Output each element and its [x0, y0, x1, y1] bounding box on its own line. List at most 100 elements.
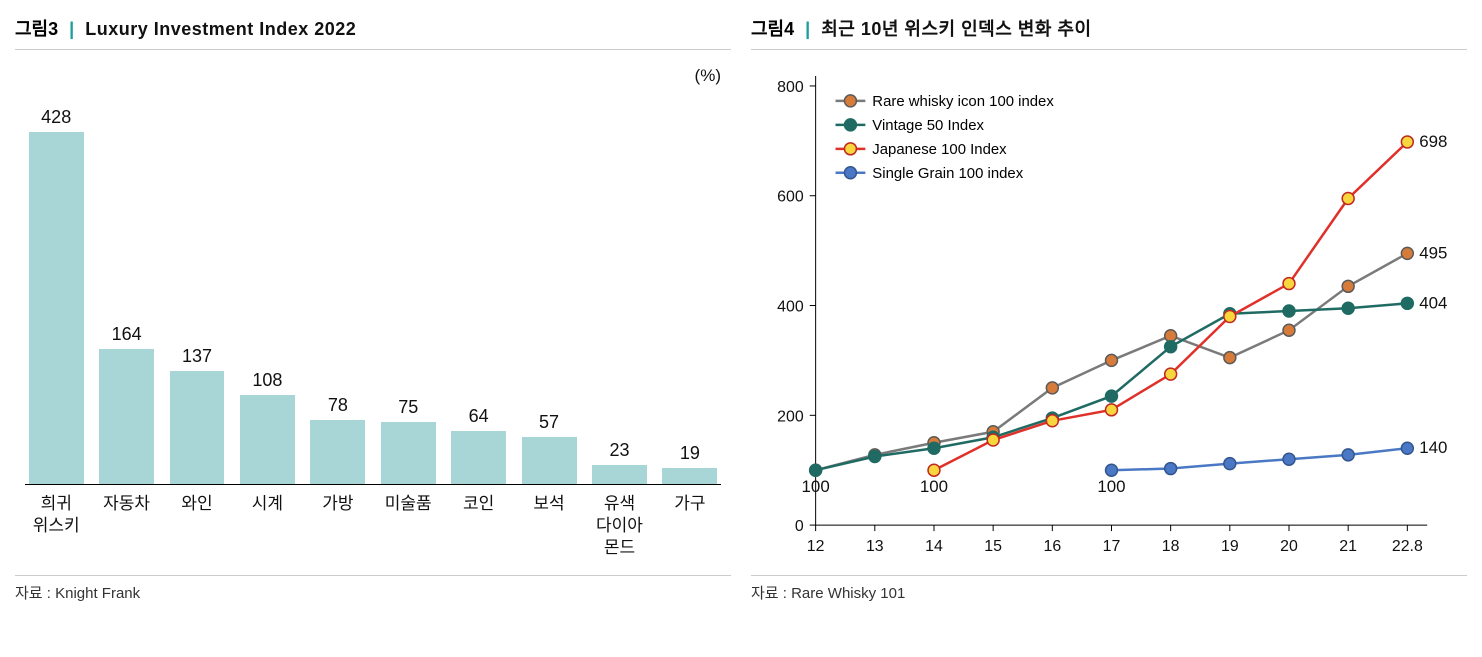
x-tick-label: 12: [807, 538, 825, 555]
series-marker: [928, 442, 940, 454]
series-line: [934, 142, 1407, 470]
right-source: 자료 : Rare Whisky 101: [751, 576, 1467, 603]
series-marker: [1401, 297, 1413, 309]
series-start-label: 100: [920, 477, 948, 496]
bar-value: 19: [680, 443, 700, 464]
left-title: 그림3 | Luxury Investment Index 2022: [15, 15, 731, 50]
bar-value: 64: [469, 406, 489, 427]
right-title-sep: |: [805, 19, 810, 39]
series-end-label: 495: [1419, 243, 1447, 262]
bar-value: 75: [398, 397, 418, 418]
series-end-label: 140: [1419, 438, 1447, 457]
legend-label: Vintage 50 Index: [872, 117, 984, 134]
series-marker: [1342, 449, 1354, 461]
bar-value: 137: [182, 346, 212, 367]
series-marker: [1106, 404, 1118, 416]
bar-col: 64: [447, 101, 509, 484]
series-marker: [1106, 464, 1118, 476]
bar-col: 108: [236, 101, 298, 484]
series-marker: [1106, 354, 1118, 366]
bar-rect: [310, 420, 365, 484]
left-panel: 그림3 | Luxury Investment Index 2022 (%) 4…: [15, 15, 731, 603]
bar-col: 78: [307, 101, 369, 484]
bar-col: 19: [659, 101, 721, 484]
y-tick-label: 600: [777, 189, 804, 206]
bar-col: 137: [166, 101, 228, 484]
bar-col: 428: [25, 101, 87, 484]
bars: 428164 137 108 78 75 64 57 23 19: [25, 101, 721, 484]
series-marker: [1165, 463, 1177, 475]
series-marker: [1283, 453, 1295, 465]
series-marker: [1342, 302, 1354, 314]
bar-value: 108: [252, 370, 282, 391]
series-marker: [1283, 278, 1295, 290]
bar-area: 428164 137 108 78 75 64 57 23 19: [25, 101, 721, 485]
x-tick-label: 20: [1280, 538, 1298, 555]
series-marker: [1283, 324, 1295, 336]
bar-label: 시계: [236, 487, 298, 575]
series-marker: [1224, 311, 1236, 323]
series-marker: [1046, 382, 1058, 394]
bar-label: 보석: [518, 487, 580, 575]
line-chart: 02004006008001213141516171819202122.8495…: [751, 56, 1467, 576]
x-tick-label: 13: [866, 538, 884, 555]
legend-label: Japanese 100 Index: [872, 141, 1007, 158]
series-marker: [1401, 442, 1413, 454]
x-tick-label: 15: [984, 538, 1002, 555]
bar-rect: [451, 431, 506, 484]
bar-col: 75: [377, 101, 439, 484]
x-tick-label: 18: [1162, 538, 1180, 555]
x-tick-label: 19: [1221, 538, 1239, 555]
y-tick-label: 200: [777, 408, 804, 425]
series-marker: [810, 464, 822, 476]
series-end-label: 698: [1419, 132, 1447, 151]
bar-label: 코인: [447, 487, 509, 575]
line-chart-svg: 02004006008001213141516171819202122.8495…: [751, 56, 1467, 575]
legend-label: Single Grain 100 index: [872, 165, 1023, 182]
left-title-main: Luxury Investment Index 2022: [85, 19, 356, 39]
bar-col: 164: [95, 101, 157, 484]
bar-rect: [522, 437, 577, 484]
panels-container: 그림3 | Luxury Investment Index 2022 (%) 4…: [15, 15, 1467, 603]
x-tick-label: 22.8: [1392, 538, 1423, 555]
bar-rect: [381, 422, 436, 484]
bar-label: 와인: [166, 487, 228, 575]
right-title: 그림4 | 최근 10년 위스키 인덱스 변화 추이: [751, 15, 1467, 50]
bar-rect: [240, 395, 295, 484]
series-marker: [1165, 330, 1177, 342]
bar-label: 미술품: [377, 487, 439, 575]
series-marker: [928, 464, 940, 476]
series-marker: [1046, 415, 1058, 427]
x-tick-label: 14: [925, 538, 943, 555]
bar-col: 57: [518, 101, 580, 484]
bar-value: 78: [328, 395, 348, 416]
left-title-sep: |: [69, 19, 74, 39]
series-marker: [1165, 368, 1177, 380]
left-title-prefix: 그림3: [15, 19, 58, 39]
bar-rect: [662, 468, 717, 484]
bar-rect: [99, 349, 154, 484]
x-tick-label: 17: [1103, 538, 1121, 555]
series-marker: [1165, 341, 1177, 353]
bar-value: 23: [609, 440, 629, 461]
bar-label: 유색 다이아 몬드: [588, 487, 650, 575]
bar-label: 가구: [659, 487, 721, 575]
bar-label: 희귀 위스키: [25, 487, 87, 575]
bar-label: 자동차: [95, 487, 157, 575]
right-title-main: 최근 10년 위스키 인덱스 변화 추이: [821, 19, 1091, 39]
series-marker: [1283, 305, 1295, 317]
right-title-prefix: 그림4: [751, 19, 794, 39]
y-tick-label: 0: [795, 518, 804, 535]
right-panel: 그림4 | 최근 10년 위스키 인덱스 변화 추이 0 200 400 600 800…: [751, 15, 1467, 603]
series-marker: [1342, 192, 1354, 204]
legend-label: Rare whisky icon 100 index: [872, 93, 1054, 110]
y-tick-label: 400: [777, 298, 804, 315]
bar-label: 가방: [307, 487, 369, 575]
series-marker: [987, 434, 999, 446]
series-marker: [1224, 458, 1236, 470]
unit-label: (%): [695, 66, 721, 86]
y-tick-label: 800: [777, 79, 804, 96]
left-source: 자료 : Knight Frank: [15, 576, 731, 603]
bar-rect: [29, 132, 84, 484]
series-marker: [1401, 247, 1413, 259]
